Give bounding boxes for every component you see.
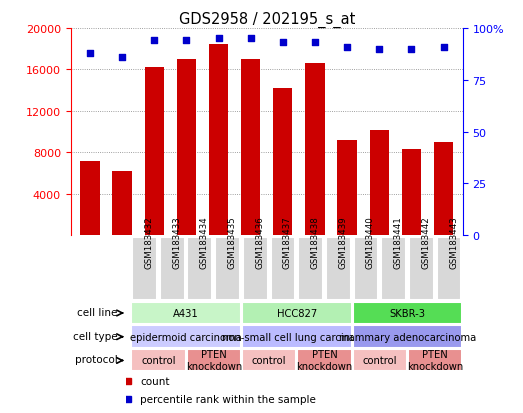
- Text: GSM183443: GSM183443: [449, 216, 458, 268]
- Point: [214, 36, 223, 43]
- Text: control: control: [362, 355, 397, 366]
- Text: GSM183440: GSM183440: [366, 216, 375, 268]
- Bar: [337, 140, 357, 235]
- Text: cell line: cell line: [77, 307, 118, 317]
- Text: GSM183441: GSM183441: [394, 216, 403, 268]
- Point: [343, 44, 351, 51]
- FancyBboxPatch shape: [326, 237, 351, 300]
- Title: GDS2958 / 202195_s_at: GDS2958 / 202195_s_at: [178, 12, 355, 28]
- Bar: [273, 89, 292, 235]
- FancyBboxPatch shape: [437, 237, 461, 300]
- Text: non-small cell lung carcinoma: non-small cell lung carcinoma: [222, 332, 372, 342]
- Bar: [144, 68, 164, 235]
- Point: [311, 40, 319, 47]
- Text: percentile rank within the sample: percentile rank within the sample: [140, 394, 316, 404]
- FancyBboxPatch shape: [353, 302, 462, 324]
- Point: [439, 44, 448, 51]
- Text: control: control: [252, 355, 287, 366]
- FancyBboxPatch shape: [215, 237, 240, 300]
- Text: HCC827: HCC827: [277, 308, 317, 318]
- Text: GSM183433: GSM183433: [172, 216, 181, 268]
- Text: GSM183438: GSM183438: [311, 216, 320, 268]
- Point: [279, 40, 287, 47]
- FancyBboxPatch shape: [354, 237, 379, 300]
- Point: [375, 46, 383, 53]
- FancyBboxPatch shape: [242, 349, 296, 372]
- Bar: [434, 142, 453, 235]
- Text: GSM183437: GSM183437: [283, 216, 292, 268]
- FancyBboxPatch shape: [242, 325, 351, 348]
- FancyBboxPatch shape: [409, 237, 434, 300]
- Point: [86, 50, 94, 57]
- FancyBboxPatch shape: [408, 349, 462, 372]
- Text: PTEN
knockdown: PTEN knockdown: [407, 349, 463, 371]
- FancyBboxPatch shape: [381, 237, 406, 300]
- FancyBboxPatch shape: [298, 237, 323, 300]
- FancyBboxPatch shape: [353, 325, 462, 348]
- Point: [246, 36, 255, 43]
- Text: PTEN
knockdown: PTEN knockdown: [186, 349, 242, 371]
- Point: [118, 55, 126, 61]
- FancyBboxPatch shape: [160, 237, 185, 300]
- Bar: [402, 150, 421, 235]
- FancyBboxPatch shape: [187, 237, 212, 300]
- FancyBboxPatch shape: [297, 349, 351, 372]
- Text: protocol: protocol: [75, 354, 118, 364]
- Text: PTEN
knockdown: PTEN knockdown: [297, 349, 353, 371]
- FancyBboxPatch shape: [270, 237, 295, 300]
- Text: GSM183442: GSM183442: [422, 216, 430, 268]
- FancyBboxPatch shape: [243, 237, 268, 300]
- Text: control: control: [141, 355, 176, 366]
- FancyBboxPatch shape: [187, 349, 241, 372]
- Point: [407, 46, 416, 53]
- Text: SKBR-3: SKBR-3: [390, 308, 426, 318]
- Text: A431: A431: [173, 308, 199, 318]
- FancyBboxPatch shape: [131, 302, 241, 324]
- Point: [150, 38, 158, 45]
- Bar: [241, 60, 260, 235]
- Bar: [209, 45, 228, 235]
- Text: GSM183436: GSM183436: [255, 216, 264, 268]
- Text: GSM183439: GSM183439: [338, 216, 347, 268]
- FancyBboxPatch shape: [132, 237, 157, 300]
- FancyBboxPatch shape: [131, 325, 241, 348]
- FancyBboxPatch shape: [242, 302, 351, 324]
- Text: GSM183435: GSM183435: [228, 216, 236, 268]
- Text: GSM183432: GSM183432: [144, 216, 154, 268]
- FancyBboxPatch shape: [353, 349, 407, 372]
- Text: count: count: [140, 376, 169, 386]
- Bar: [305, 64, 325, 235]
- Text: cell type: cell type: [73, 331, 118, 341]
- Bar: [370, 130, 389, 235]
- Point: [182, 38, 190, 45]
- Text: mammary adenocarcinoma: mammary adenocarcinoma: [339, 332, 476, 342]
- FancyBboxPatch shape: [131, 349, 186, 372]
- Bar: [112, 171, 132, 235]
- Bar: [177, 60, 196, 235]
- Text: epidermoid carcinoma: epidermoid carcinoma: [130, 332, 242, 342]
- Bar: [80, 161, 99, 235]
- Text: GSM183434: GSM183434: [200, 216, 209, 268]
